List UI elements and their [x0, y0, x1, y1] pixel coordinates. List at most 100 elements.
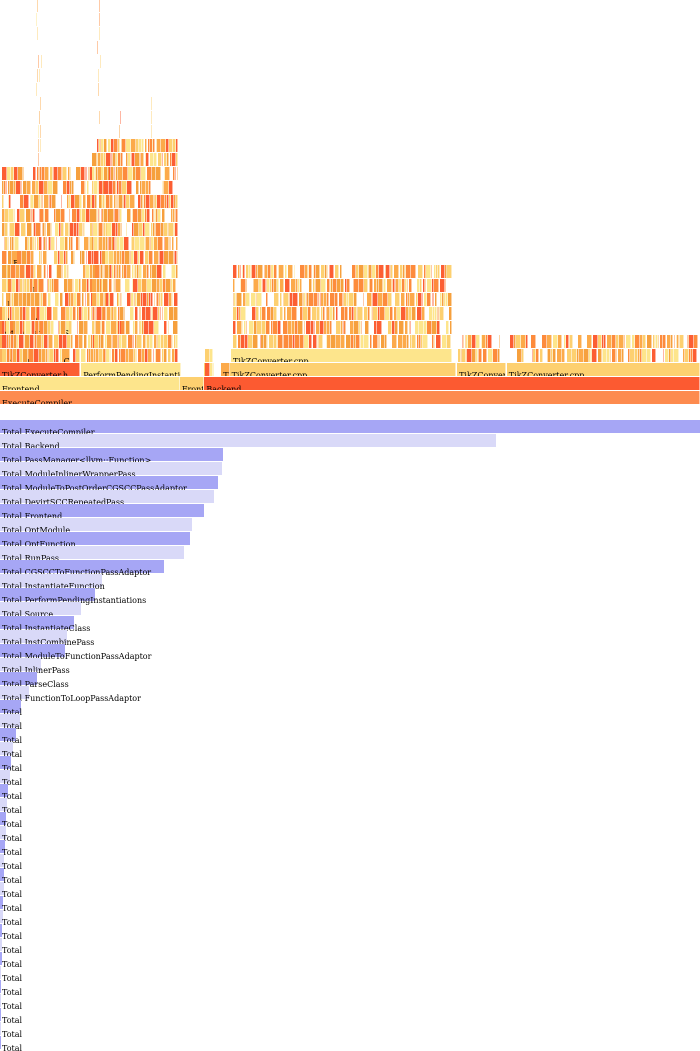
flame-frame[interactable]: [132, 265, 134, 278]
flame-frame[interactable]: [689, 335, 694, 348]
flame-frame[interactable]: [412, 307, 416, 320]
flame-frame[interactable]: [41, 55, 42, 68]
flame-frame[interactable]: [319, 335, 323, 348]
flame-frame[interactable]: [164, 293, 169, 306]
flame-frame[interactable]: [295, 321, 298, 334]
flame-frame[interactable]: [407, 279, 408, 292]
flame-frame[interactable]: [643, 335, 646, 348]
flame-frame[interactable]: [168, 321, 169, 334]
flame-frame[interactable]: [288, 265, 293, 278]
flame-frame[interactable]: [176, 237, 178, 250]
flame-frame[interactable]: [114, 307, 117, 320]
flame-frame[interactable]: [31, 265, 34, 278]
flame-frame[interactable]: [126, 153, 128, 166]
flame-frame[interactable]: [95, 307, 96, 320]
flame-frame[interactable]: [364, 307, 368, 320]
flame-frame[interactable]: [85, 181, 86, 194]
flame-frame[interactable]: [93, 307, 95, 320]
flame-frame[interactable]: [373, 307, 378, 320]
flame-frame[interactable]: [327, 293, 329, 306]
flame-frame[interactable]: [287, 307, 292, 320]
flame-frame[interactable]: [67, 335, 71, 348]
flame-frame[interactable]: [266, 279, 267, 292]
flame-frame[interactable]: [145, 237, 146, 250]
flame-frame[interactable]: [151, 237, 154, 250]
flame-frame[interactable]: [132, 223, 134, 236]
flame-frame[interactable]: [384, 279, 386, 292]
flame-frame[interactable]: [364, 279, 368, 292]
flame-frame[interactable]: [589, 349, 591, 362]
flame-frame[interactable]: [40, 307, 45, 320]
flame-frame[interactable]: [153, 223, 155, 236]
flame-frame[interactable]: [481, 335, 482, 348]
flame-frame[interactable]: [295, 335, 300, 348]
flame-frame[interactable]: [39, 349, 42, 362]
flame-frame[interactable]: [14, 167, 18, 180]
flame-frame[interactable]: [373, 335, 378, 348]
flame-frame[interactable]: [42, 335, 44, 348]
flame-frame[interactable]: [142, 279, 147, 292]
flame-frame[interactable]: [395, 321, 398, 334]
flame-frame[interactable]: [140, 153, 141, 166]
flame-frame[interactable]: [7, 167, 11, 180]
flame-frame[interactable]: [68, 279, 73, 292]
flame-frame[interactable]: [85, 293, 86, 306]
flame-frame[interactable]: [139, 223, 143, 236]
flame-frame[interactable]: [584, 349, 589, 362]
flame-frame[interactable]: [306, 293, 307, 306]
flame-frame[interactable]: [612, 335, 616, 348]
flame-frame[interactable]: [482, 335, 486, 348]
flame-frame[interactable]: [118, 139, 120, 152]
flame-frame[interactable]: [85, 167, 86, 180]
flame-frame[interactable]: [73, 349, 76, 362]
flame-frame[interactable]: [170, 237, 171, 250]
flame-frame[interactable]: [104, 223, 106, 236]
flame-frame[interactable]: [172, 237, 174, 250]
flame-frame[interactable]: [63, 335, 67, 348]
total-bar[interactable]: Total Source: [0, 602, 82, 619]
flame-frame[interactable]: [169, 251, 174, 264]
flame-frame[interactable]: [174, 335, 176, 348]
flame-frame[interactable]: [285, 265, 287, 278]
flame-frame[interactable]: [317, 307, 320, 320]
flame-frame[interactable]: [63, 181, 67, 194]
flame-frame[interactable]: [9, 293, 11, 306]
flame-frame[interactable]: [628, 349, 630, 362]
flame-frame[interactable]: [593, 335, 598, 348]
flame-frame[interactable]: [39, 237, 42, 250]
flame-frame[interactable]: [239, 307, 241, 320]
flame-frame[interactable]: [233, 335, 237, 348]
flame-frame[interactable]: [97, 41, 98, 54]
flame-frame[interactable]: [514, 335, 516, 348]
flame-frame[interactable]: [2, 251, 7, 264]
flame-frame[interactable]: [94, 237, 98, 250]
flame-frame[interactable]: [663, 335, 666, 348]
flame-frame[interactable]: [19, 293, 23, 306]
flame-frame[interactable]: [587, 335, 592, 348]
flame-frame[interactable]: [16, 265, 20, 278]
flame-frame[interactable]: [612, 349, 616, 362]
flame-frame[interactable]: [331, 335, 336, 348]
flame-frame[interactable]: [616, 335, 619, 348]
flame-frame[interactable]: [31, 293, 35, 306]
flame-frame[interactable]: [146, 181, 149, 194]
flame-frame[interactable]: [466, 349, 467, 362]
total-bar[interactable]: Total: [0, 728, 22, 745]
flame-frame[interactable]: [164, 181, 169, 194]
flame-frame[interactable]: [359, 265, 364, 278]
flame-frame[interactable]: [106, 293, 109, 306]
flame-frame[interactable]: [257, 321, 262, 334]
flame-frame[interactable]: [298, 279, 300, 292]
flame-frame[interactable]: [44, 209, 45, 222]
flame-frame[interactable]: [135, 321, 138, 334]
flame-frame[interactable]: [130, 195, 135, 208]
flame-frame[interactable]: [89, 237, 90, 250]
flame-frame[interactable]: [354, 335, 356, 348]
flame-frame[interactable]: [61, 223, 64, 236]
flame-frame[interactable]: [169, 195, 171, 208]
flame-frame[interactable]: [47, 265, 48, 278]
flame-frame[interactable]: [406, 293, 408, 306]
flame-frame[interactable]: [412, 335, 416, 348]
flame-frame[interactable]: [358, 307, 363, 320]
flame-frame[interactable]: [115, 349, 118, 362]
